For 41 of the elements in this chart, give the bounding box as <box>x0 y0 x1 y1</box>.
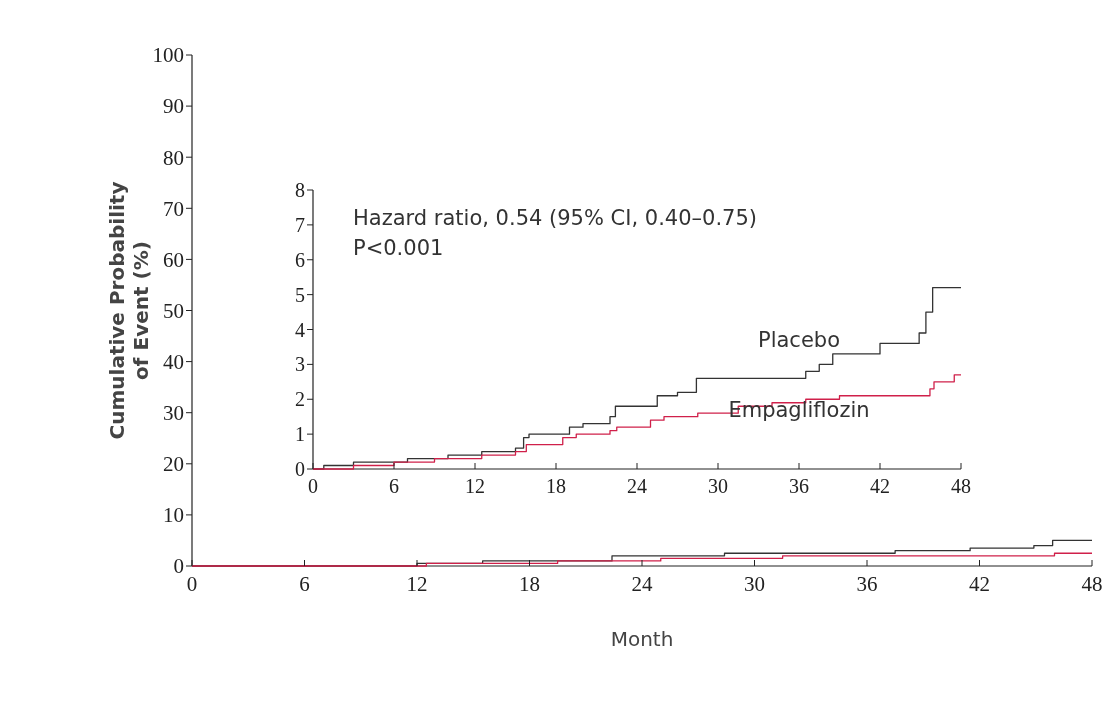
y-tick-label: 80 <box>163 145 184 170</box>
y-tick-label: 70 <box>163 196 184 221</box>
y-tick-label: 3 <box>295 353 305 376</box>
y-axis-title: Cumulative Probability of Event (%) <box>105 181 153 440</box>
x-tick-label: 6 <box>389 475 399 497</box>
y-tick-label: 10 <box>163 503 184 528</box>
y-tick-label: 6 <box>295 248 305 271</box>
x-tick-label: 18 <box>546 475 566 497</box>
x-tick-label: 42 <box>969 572 990 596</box>
x-tick-label: 48 <box>951 475 971 497</box>
y-tick-label: 2 <box>295 388 305 411</box>
annotation: Hazard ratio, 0.54 (95% CI, 0.40–0.75) <box>353 206 757 230</box>
x-tick-label: 30 <box>708 475 728 497</box>
x-tick-label: 12 <box>406 572 428 596</box>
x-axis-title: Month <box>610 627 674 651</box>
y-tick-label: 100 <box>152 43 184 68</box>
y-tick-label: 90 <box>163 94 184 119</box>
y-tick-label: 8 <box>295 179 305 201</box>
series-label: Placebo <box>757 327 841 352</box>
y-tick-label: 4 <box>295 318 305 341</box>
x-tick-label: 48 <box>1081 572 1103 596</box>
y-tick-label: 20 <box>163 452 184 477</box>
y-tick-label: 40 <box>163 349 184 374</box>
y-tick-label: 30 <box>163 401 184 426</box>
y-tick-label: 7 <box>295 213 305 236</box>
x-tick-label: 12 <box>465 475 485 497</box>
x-tick-label: 36 <box>789 475 809 497</box>
annotation: P<0.001 <box>353 236 444 260</box>
x-tick-label: 24 <box>631 572 653 596</box>
y-tick-label: 1 <box>295 423 305 446</box>
x-tick-label: 42 <box>870 475 890 497</box>
y-tick-label: 0 <box>295 458 305 480</box>
y-tick-label: 50 <box>163 298 184 323</box>
y-tick-label: 0 <box>173 554 184 579</box>
x-tick-label: 18 <box>519 572 540 596</box>
x-tick-label: 24 <box>627 475 647 497</box>
series-label: Empagliflozin <box>728 397 870 422</box>
x-tick-label: 30 <box>744 572 765 596</box>
x-tick-label: 36 <box>856 572 878 596</box>
y-tick-label: 60 <box>163 247 184 272</box>
y-tick-label: 5 <box>295 283 305 306</box>
